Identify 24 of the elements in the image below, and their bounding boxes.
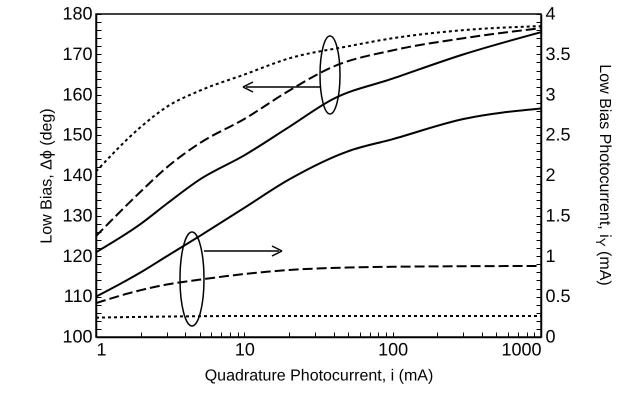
y-tick-label: 120 xyxy=(62,246,92,266)
x-tick-label: 10 xyxy=(234,340,255,360)
y2-tick-label: 1 xyxy=(546,246,556,266)
y-tick-label: 140 xyxy=(62,165,92,185)
y-tick-label: 110 xyxy=(64,286,92,306)
y-tick-label: 160 xyxy=(62,84,92,104)
y-tick-label: 170 xyxy=(62,44,92,64)
x-tick-label: 1 xyxy=(96,340,107,360)
y2-tick-label: 0.5 xyxy=(546,286,571,306)
y2-tick-label: 2.5 xyxy=(546,124,571,145)
y2-tick-label: 2 xyxy=(546,165,556,185)
y-axis-title: Low Bias, Δϕ (deg) xyxy=(38,108,56,244)
y-tick-label: 100 xyxy=(62,326,92,346)
x-axis-title: Quadrature Photocurrent, i (mA) xyxy=(204,368,434,384)
x-tick-label: 1000 xyxy=(501,340,542,360)
y2-tick-label: 3.5 xyxy=(546,44,571,64)
x-tick-label: 100 xyxy=(378,340,408,360)
y-tick-label: 130 xyxy=(62,205,92,226)
y2-tick-label: 3 xyxy=(546,84,556,104)
y2-tick-label: 4 xyxy=(546,4,556,24)
y-tick-label: 180 xyxy=(62,4,92,24)
y2-tick-label: 0 xyxy=(546,326,556,346)
y-tick-label: 150 xyxy=(62,124,92,145)
y2-tick-label: 1.5 xyxy=(546,205,571,226)
